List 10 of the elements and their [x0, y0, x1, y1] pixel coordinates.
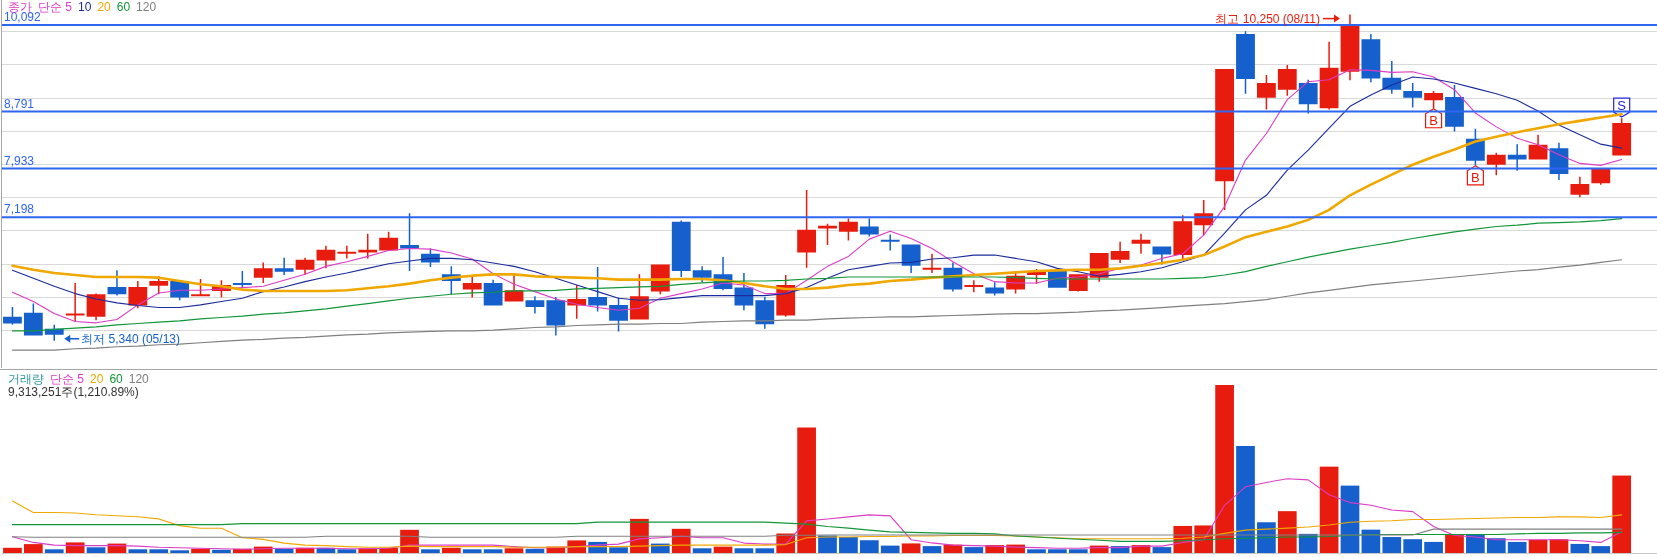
- series-label: S: [1617, 97, 1627, 113]
- annotation: 최저 5,340 (05/13): [81, 332, 180, 347]
- ref-line-label: 8,791: [4, 96, 35, 111]
- level-line: 7,198: [1, 202, 1657, 219]
- annotation: 9,313,251주(1,210.89%): [8, 385, 139, 399]
- annotation: 최고 10,250 (08/11): [1215, 12, 1320, 27]
- ref-line-label: 7,933: [4, 153, 35, 168]
- legend: 거래량 단순 5 20 60 120: [8, 372, 149, 386]
- ref-line-label: 7,198: [4, 202, 35, 217]
- series-label: B: [1471, 170, 1480, 186]
